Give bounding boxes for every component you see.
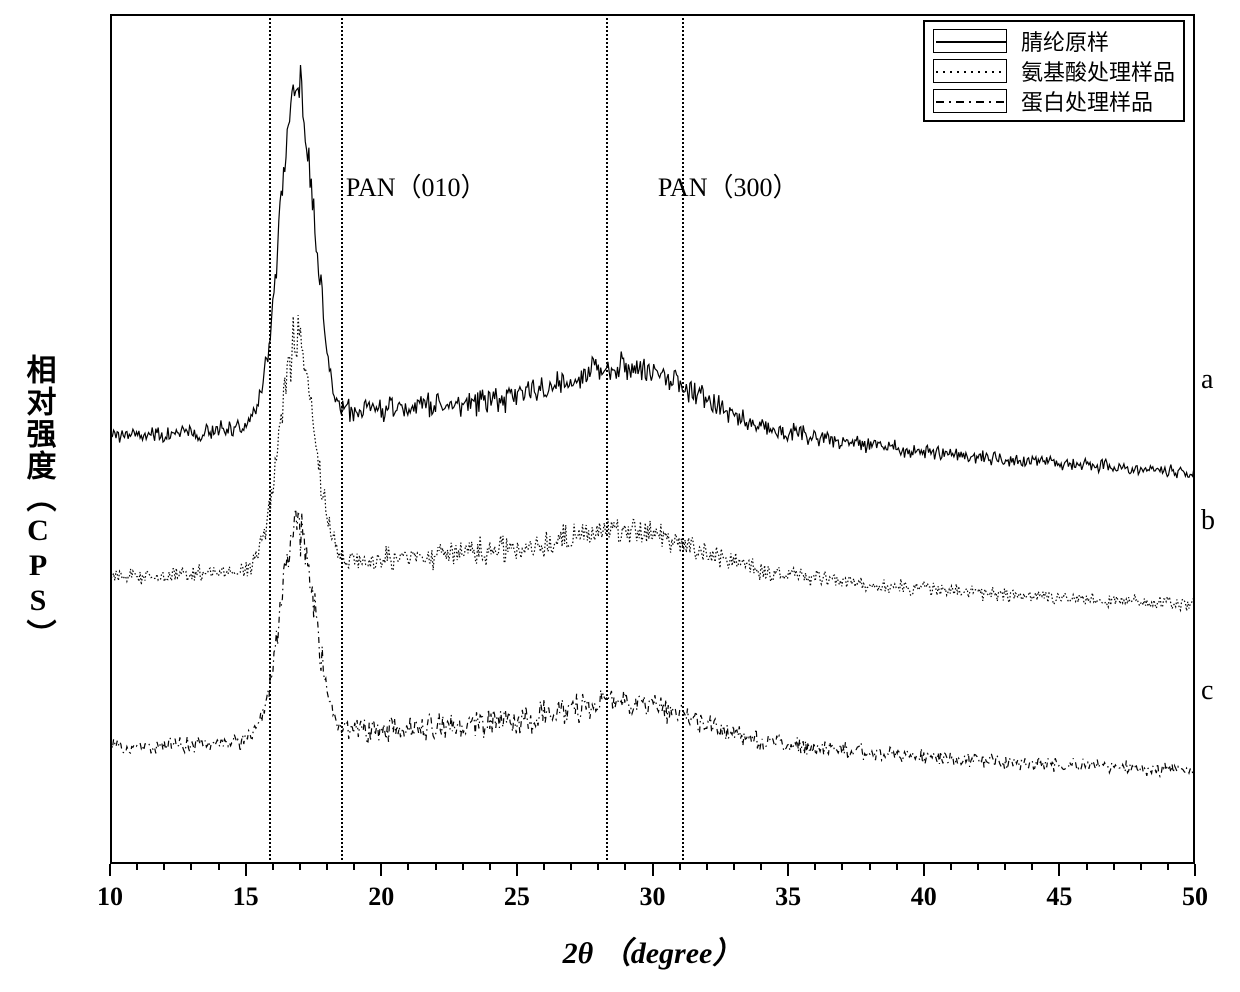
- x-major-tick: [516, 864, 518, 876]
- series-label-b: b: [1201, 505, 1215, 537]
- x-minor-tick: [435, 864, 437, 870]
- legend-entry: 蛋白处理样品: [933, 86, 1175, 116]
- x-tick-label: 10: [80, 882, 140, 912]
- legend-swatch: [933, 89, 1007, 113]
- y-axis-label: 相对强度（CPS）: [20, 269, 55, 737]
- x-minor-tick: [407, 864, 409, 870]
- x-tick-label: 15: [216, 882, 276, 912]
- x-minor-tick: [1086, 864, 1088, 870]
- legend-swatch: [933, 29, 1007, 53]
- x-minor-tick: [841, 864, 843, 870]
- x-major-tick: [1194, 864, 1196, 876]
- x-tick-label: 45: [1029, 882, 1089, 912]
- x-minor-tick: [353, 864, 355, 870]
- region-edge: [269, 14, 271, 864]
- legend-entry: 腈纶原样: [933, 26, 1175, 56]
- region-edge: [341, 14, 343, 864]
- xrd-figure: 相对强度（CPS） 腈纶原样氨基酸处理样品蛋白处理样品 10 15 20 25 30 35…: [0, 0, 1240, 992]
- series-label-c: c: [1201, 675, 1213, 707]
- x-minor-tick: [299, 864, 301, 870]
- x-major-tick: [245, 864, 247, 876]
- region-annotation: PAN（300）: [658, 167, 848, 204]
- x-minor-tick: [760, 864, 762, 870]
- x-minor-tick: [977, 864, 979, 870]
- x-minor-tick: [190, 864, 192, 870]
- x-axis-label: 2θ （degree）: [513, 928, 793, 972]
- x-minor-tick: [543, 864, 545, 870]
- x-tick-label: 40: [894, 882, 954, 912]
- series-label-a: a: [1201, 364, 1213, 396]
- x-minor-tick: [462, 864, 464, 870]
- legend-entry: 氨基酸处理样品: [933, 56, 1175, 86]
- region-annotation: PAN（010）: [346, 167, 536, 204]
- plot-svg: [110, 14, 1195, 864]
- legend-label: 腈纶原样: [1021, 25, 1109, 57]
- x-minor-tick: [163, 864, 165, 870]
- x-minor-tick: [679, 864, 681, 870]
- x-minor-tick: [733, 864, 735, 870]
- x-minor-tick: [1031, 864, 1033, 870]
- x-tick-label: 25: [487, 882, 547, 912]
- legend-swatch: [933, 59, 1007, 83]
- x-tick-label: 35: [758, 882, 818, 912]
- x-major-tick: [109, 864, 111, 876]
- region-bottom-bar: [606, 860, 682, 864]
- plot-area: [110, 14, 1195, 864]
- x-major-tick: [1058, 864, 1060, 876]
- x-minor-tick: [1140, 864, 1142, 870]
- x-minor-tick: [489, 864, 491, 870]
- x-minor-tick: [950, 864, 952, 870]
- x-tick-label: 20: [351, 882, 411, 912]
- x-tick-label: 30: [623, 882, 683, 912]
- x-minor-tick: [218, 864, 220, 870]
- legend-label: 蛋白处理样品: [1021, 85, 1153, 117]
- region-edge: [682, 14, 684, 864]
- x-minor-tick: [1167, 864, 1169, 870]
- x-major-tick: [380, 864, 382, 876]
- x-minor-tick: [706, 864, 708, 870]
- x-minor-tick: [597, 864, 599, 870]
- x-minor-tick: [814, 864, 816, 870]
- legend: 腈纶原样氨基酸处理样品蛋白处理样品: [923, 20, 1185, 122]
- legend-label: 氨基酸处理样品: [1021, 55, 1175, 87]
- x-major-tick: [787, 864, 789, 876]
- series-b: [110, 315, 1195, 611]
- x-minor-tick: [896, 864, 898, 870]
- region-edge: [606, 14, 608, 864]
- x-minor-tick: [1113, 864, 1115, 870]
- region-top-bar: [269, 14, 341, 18]
- x-major-tick: [652, 864, 654, 876]
- x-minor-tick: [869, 864, 871, 870]
- x-minor-tick: [272, 864, 274, 870]
- x-minor-tick: [624, 864, 626, 870]
- x-major-tick: [923, 864, 925, 876]
- x-minor-tick: [326, 864, 328, 870]
- x-minor-tick: [1004, 864, 1006, 870]
- series-c: [110, 509, 1195, 777]
- series-a: [110, 65, 1195, 478]
- region-top-bar: [606, 14, 682, 18]
- x-minor-tick: [570, 864, 572, 870]
- region-bottom-bar: [269, 860, 341, 864]
- x-tick-label: 50: [1165, 882, 1225, 912]
- x-minor-tick: [136, 864, 138, 870]
